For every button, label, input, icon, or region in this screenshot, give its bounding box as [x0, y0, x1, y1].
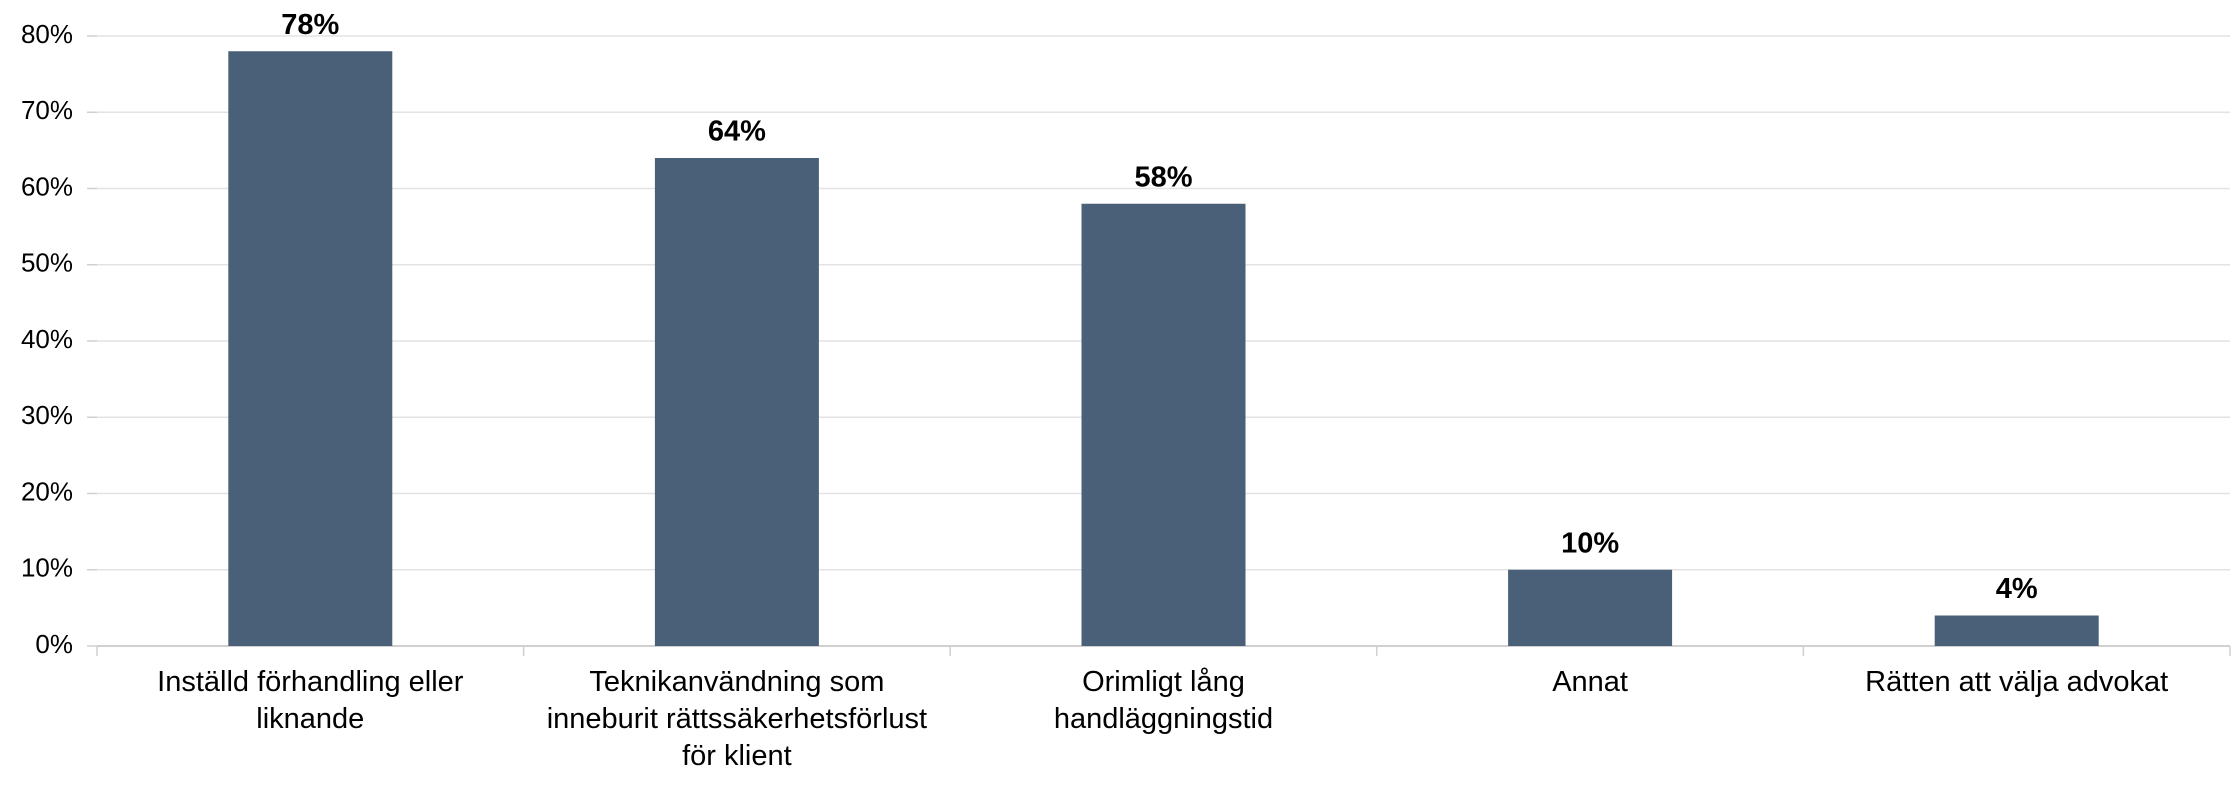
bar — [1934, 615, 2099, 646]
y-tick-label: 30% — [21, 400, 73, 430]
bar — [1081, 203, 1246, 646]
bar — [1508, 569, 1673, 646]
y-tick-label: 20% — [21, 476, 73, 506]
y-tick-label: 50% — [21, 248, 73, 278]
y-tick-label: 60% — [21, 171, 73, 201]
x-tick-label: Orimligt lång handläggningstid — [1053, 666, 1274, 735]
x-tick-label-box: Annat — [1552, 666, 1628, 698]
x-tick-label: Rätten att välja advokat — [1865, 666, 2169, 698]
y-tick-label: 40% — [21, 324, 73, 354]
y-tick-label: 10% — [21, 553, 73, 583]
bar — [228, 51, 393, 646]
x-tick-label: Inställd förhandling eller liknande — [157, 666, 464, 735]
bar — [654, 158, 819, 646]
data-label: 64% — [708, 116, 766, 148]
data-label: 4% — [1996, 573, 2038, 605]
x-tick-label-box: Inställd förhandling eller liknande — [157, 666, 464, 735]
data-label: 78% — [281, 9, 339, 41]
x-tick-label-box: Rätten att välja advokat — [1865, 666, 2169, 698]
data-label: 58% — [1134, 161, 1192, 193]
x-tick-label: Teknikanvändning som inneburit rättssäke… — [546, 666, 928, 772]
x-tick-label: Annat — [1552, 666, 1628, 698]
y-tick-label: 0% — [35, 629, 73, 659]
y-tick-label: 80% — [21, 19, 73, 49]
x-tick-label-box: Teknikanvändning som inneburit rättssäke… — [546, 666, 928, 772]
data-label: 10% — [1561, 527, 1619, 559]
x-tick-label-box: Orimligt lång handläggningstid — [1053, 666, 1274, 735]
y-tick-label: 70% — [21, 95, 73, 125]
